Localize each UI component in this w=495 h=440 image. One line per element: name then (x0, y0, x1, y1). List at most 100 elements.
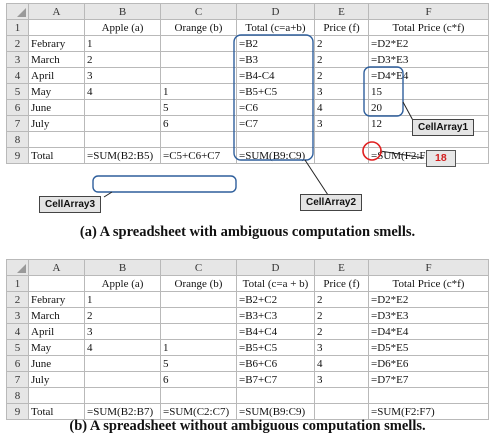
row-header[interactable]: 8 (6, 387, 29, 404)
cell-d4[interactable]: =B4-C4 (236, 67, 315, 84)
cell-d8[interactable] (236, 131, 315, 148)
cell-c3[interactable] (160, 307, 237, 324)
cell-a9[interactable]: Total (28, 147, 85, 164)
cell-e3[interactable]: 2 (314, 307, 369, 324)
cell-f3[interactable]: =D3*E3 (368, 307, 489, 324)
row-header[interactable]: 7 (6, 371, 29, 388)
row-header[interactable]: 3 (6, 51, 29, 68)
cell-c7[interactable]: 6 (160, 115, 237, 132)
cell-b7[interactable] (84, 371, 161, 388)
cell-b9[interactable]: =SUM(B2:B7) (84, 403, 161, 420)
cell-b6[interactable] (84, 99, 161, 116)
cell-b1[interactable]: Apple (a) (84, 19, 161, 36)
cell-d5[interactable]: =B5+C5 (236, 83, 315, 100)
cell-f4[interactable]: =D4*E4 (368, 67, 489, 84)
column-header-d[interactable]: D (236, 3, 315, 20)
cell-d5[interactable]: =B5+C5 (236, 339, 315, 356)
cell-d9[interactable]: =SUM(B9:C9) (236, 147, 315, 164)
column-header-c[interactable]: C (160, 3, 237, 20)
select-all-corner[interactable] (6, 259, 29, 276)
cell-a3[interactable]: March (28, 307, 85, 324)
cell-d2[interactable]: =B2 (236, 35, 315, 52)
cell-b7[interactable] (84, 115, 161, 132)
cell-a1[interactable] (28, 275, 85, 292)
cell-f2[interactable]: =D2*E2 (368, 291, 489, 308)
cell-d3[interactable]: =B3+C3 (236, 307, 315, 324)
cell-c2[interactable] (160, 291, 237, 308)
cell-c8[interactable] (160, 131, 237, 148)
cell-f6[interactable]: =D6*E6 (368, 355, 489, 372)
cell-a4[interactable]: April (28, 323, 85, 340)
cell-b8[interactable] (84, 387, 161, 404)
cell-a5[interactable]: May (28, 83, 85, 100)
cell-b4[interactable]: 3 (84, 67, 161, 84)
cell-d7[interactable]: =B7+C7 (236, 371, 315, 388)
cell-b5[interactable]: 4 (84, 83, 161, 100)
cell-a2[interactable]: Febrary (28, 35, 85, 52)
cell-f5[interactable]: =D5*E5 (368, 339, 489, 356)
row-header[interactable]: 1 (6, 275, 29, 292)
cell-c1[interactable]: Orange (b) (160, 275, 237, 292)
row-header[interactable]: 9 (6, 147, 29, 164)
cell-f6[interactable]: 20 (368, 99, 489, 116)
cell-e4[interactable]: 2 (314, 323, 369, 340)
cell-f8[interactable] (368, 387, 489, 404)
cell-e2[interactable]: 2 (314, 35, 369, 52)
cell-f1[interactable]: Total Price (c*f) (368, 19, 489, 36)
cell-e7[interactable]: 3 (314, 371, 369, 388)
cell-b1[interactable]: Apple (a) (84, 275, 161, 292)
cell-f5[interactable]: 15 (368, 83, 489, 100)
cell-c3[interactable] (160, 51, 237, 68)
cell-e7[interactable]: 3 (314, 115, 369, 132)
row-header[interactable]: 6 (6, 99, 29, 116)
cell-c6[interactable]: 5 (160, 355, 237, 372)
cell-e3[interactable]: 2 (314, 51, 369, 68)
cell-d4[interactable]: =B4+C4 (236, 323, 315, 340)
cell-b2[interactable]: 1 (84, 35, 161, 52)
column-header-a[interactable]: A (28, 259, 85, 276)
cell-e5[interactable]: 3 (314, 339, 369, 356)
cell-e1[interactable]: Price (f) (314, 19, 369, 36)
cell-e8[interactable] (314, 131, 369, 148)
row-header[interactable]: 4 (6, 323, 29, 340)
cell-d1[interactable]: Total (c=a+b) (236, 19, 315, 36)
row-header[interactable]: 9 (6, 403, 29, 420)
cell-e2[interactable]: 2 (314, 291, 369, 308)
cell-c5[interactable]: 1 (160, 339, 237, 356)
cell-a4[interactable]: April (28, 67, 85, 84)
cell-a1[interactable] (28, 19, 85, 36)
row-header[interactable]: 7 (6, 115, 29, 132)
cell-b6[interactable] (84, 355, 161, 372)
column-header-c[interactable]: C (160, 259, 237, 276)
cell-b9[interactable]: =SUM(B2:B5) (84, 147, 161, 164)
row-header[interactable]: 5 (6, 339, 29, 356)
cell-f4[interactable]: =D4*E4 (368, 323, 489, 340)
cell-e9[interactable] (314, 147, 369, 164)
row-header[interactable]: 6 (6, 355, 29, 372)
cell-f1[interactable]: Total Price (c*f) (368, 275, 489, 292)
cell-c7[interactable]: 6 (160, 371, 237, 388)
column-header-b[interactable]: B (84, 3, 161, 20)
column-header-f[interactable]: F (368, 3, 489, 20)
column-header-a[interactable]: A (28, 3, 85, 20)
cell-c4[interactable] (160, 67, 237, 84)
cell-d8[interactable] (236, 387, 315, 404)
cell-e1[interactable]: Price (f) (314, 275, 369, 292)
cell-f7[interactable]: =D7*E7 (368, 371, 489, 388)
cell-a6[interactable]: June (28, 99, 85, 116)
cell-a7[interactable]: July (28, 115, 85, 132)
cell-a8[interactable] (28, 387, 85, 404)
cell-f9[interactable]: =SUM(F2:F7) (368, 403, 489, 420)
cell-b2[interactable]: 1 (84, 291, 161, 308)
row-header[interactable]: 5 (6, 83, 29, 100)
cell-a6[interactable]: June (28, 355, 85, 372)
row-header[interactable]: 8 (6, 131, 29, 148)
column-header-e[interactable]: E (314, 3, 369, 20)
cell-a7[interactable]: July (28, 371, 85, 388)
cell-c4[interactable] (160, 323, 237, 340)
cell-d6[interactable]: =C6 (236, 99, 315, 116)
cell-f3[interactable]: =D3*E3 (368, 51, 489, 68)
column-header-d[interactable]: D (236, 259, 315, 276)
cell-e6[interactable]: 4 (314, 99, 369, 116)
cell-b3[interactable]: 2 (84, 51, 161, 68)
